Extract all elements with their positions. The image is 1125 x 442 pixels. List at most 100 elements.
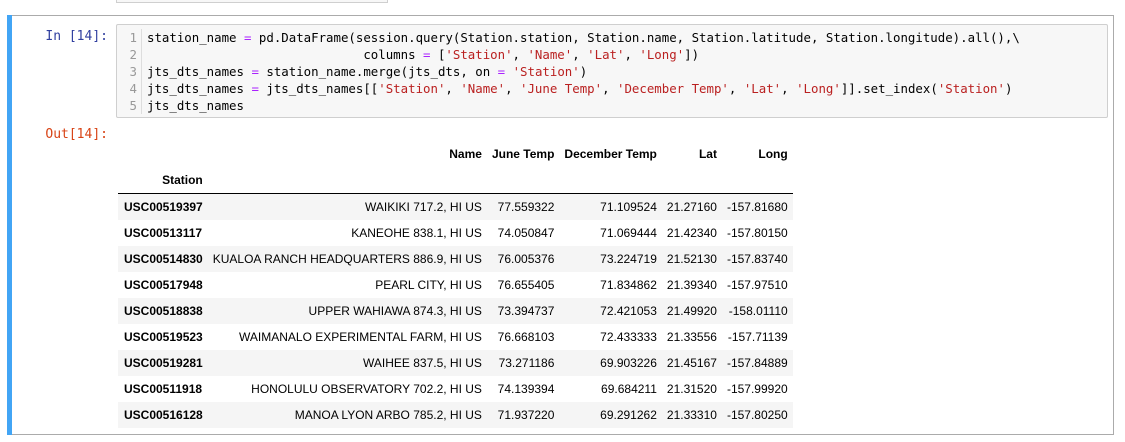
- column-header: Lat: [698, 147, 717, 161]
- table-row: USC00513117 KANEOHE 838.1, HI US 74.050847…: [118, 220, 793, 246]
- line-number: 1: [129, 30, 137, 45]
- table-cell: 72.421053: [600, 303, 657, 318]
- table-cell: 69.684211: [601, 381, 657, 396]
- table-cell: 69.291262: [600, 407, 657, 422]
- code-token: ]): [684, 47, 700, 62]
- gutter-divider: [141, 80, 142, 97]
- table-cell: PEARL CITY, HI US: [375, 277, 482, 292]
- string-token: 'Station': [378, 81, 446, 96]
- column-header: Name: [449, 147, 482, 161]
- selected-cell-indicator: [7, 15, 12, 435]
- table-row: USC00516128 MANOA LYON ARBO 785.2, HI US 7…: [118, 401, 793, 428]
- table-row: USC00519281 WAIHEE 837.5, HI US 73.271186 6…: [118, 349, 793, 376]
- code-text: station_name = pd.DataFrame(session.quer…: [147, 29, 1020, 46]
- table-cell: HONOLULU OBSERVATORY 702.2, HI US: [251, 381, 482, 396]
- column-header-row: Name June Temp December Temp Lat Long: [118, 141, 793, 167]
- code-token: pd.DataFrame(session.query(Station.stati…: [251, 30, 1020, 45]
- code-token: jts_dts_names: [147, 64, 252, 79]
- table-row: USC00514830 KUALOA RANCH HEADQUARTERS 886…: [118, 245, 793, 272]
- table-cell: -157.84889: [726, 355, 788, 370]
- code-token: ]].set_index(: [840, 81, 938, 96]
- table-cell: WAIHEE 837.5, HI US: [363, 355, 482, 370]
- code-token: ,: [572, 47, 588, 62]
- code-token: ,: [505, 81, 521, 96]
- code-line: 2 columns = ['Station', 'Name', 'Lat', '…: [117, 46, 1107, 63]
- index-name-header: Station: [118, 167, 208, 194]
- string-token: 'Lat': [587, 47, 625, 62]
- string-token: 'June Temp': [520, 81, 603, 96]
- table-cell: 21.33556: [666, 329, 717, 344]
- empty-header: [486, 167, 560, 194]
- column-header: December Temp: [564, 147, 657, 161]
- code-text: jts_dts_names: [147, 97, 244, 114]
- table-cell: 73.271186: [498, 355, 555, 370]
- previous-cell-input-edge: [116, 0, 388, 3]
- row-index: USC00517948: [124, 277, 203, 292]
- table-cell: 73.394737: [497, 303, 555, 318]
- code-token: jts_dts_names[[: [258, 81, 379, 96]
- gutter-divider: [141, 97, 142, 114]
- code-token: jts_dts_names: [147, 98, 244, 113]
- index-header-row: Station: [118, 167, 793, 194]
- row-index: USC00511918: [124, 381, 203, 396]
- code-token: columns: [147, 47, 424, 62]
- string-token: 'Lat': [743, 81, 782, 96]
- code-line: 1 station_name = pd.DataFrame(session.que…: [117, 29, 1107, 46]
- notebook-code-cell[interactable]: In [14]: 1 station_name = pd.DataFrame(se…: [7, 15, 1114, 435]
- line-number: 2: [129, 47, 137, 62]
- operator-token: =: [497, 64, 506, 79]
- string-token: 'Station': [937, 81, 1005, 96]
- column-header: June Temp: [491, 147, 555, 161]
- string-token: 'Name': [527, 47, 573, 62]
- table-cell: -157.83740: [726, 251, 788, 266]
- code-token: ): [579, 64, 588, 79]
- table-cell: 71.834862: [600, 277, 657, 292]
- code-lines: 1 station_name = pd.DataFrame(session.que…: [117, 29, 1107, 114]
- code-token: ,: [728, 81, 744, 96]
- output-area: Name June Temp December Temp Lat Long Statio…: [118, 141, 793, 428]
- table-cell: -157.80250: [726, 407, 788, 422]
- row-index: USC00514830: [124, 251, 203, 266]
- code-token: ,: [445, 81, 461, 96]
- code-token: ): [1004, 81, 1013, 96]
- string-token: 'Long': [639, 47, 685, 62]
- table-cell: 76.005376: [497, 251, 555, 266]
- code-text: columns = ['Station', 'Name', 'Lat', 'Lo…: [147, 46, 699, 63]
- table-cell: 69.903226: [600, 355, 657, 370]
- table-cell: -157.80150: [726, 225, 788, 240]
- table-cell: 21.27160: [666, 199, 717, 214]
- gutter-divider: [141, 29, 142, 46]
- code-token: jts_dts_names: [147, 81, 252, 96]
- table-cell: 21.39340: [666, 277, 717, 292]
- table-row: USC00517948 PEARL CITY, HI US 76.655405 71.…: [118, 272, 793, 298]
- row-index: USC00513117: [124, 225, 203, 240]
- code-line: 5 jts_dts_names: [117, 97, 1107, 114]
- code-text: jts_dts_names = jts_dts_names[['Station'…: [147, 80, 1012, 97]
- table-cell: WAIKIKI 717.2, HI US: [365, 199, 482, 214]
- string-token: 'Station': [512, 64, 580, 79]
- string-token: 'December Temp': [617, 81, 729, 96]
- table-cell: 21.42340: [666, 225, 717, 240]
- empty-header: [721, 167, 793, 194]
- table-cell: 21.49920: [666, 303, 717, 318]
- table-cell: -157.81680: [726, 199, 788, 214]
- row-index: USC00519281: [124, 355, 203, 370]
- row-index: USC00519523: [124, 329, 203, 344]
- code-token: ,: [624, 47, 640, 62]
- corner-header: [118, 141, 208, 167]
- line-number: 5: [129, 98, 137, 113]
- table-cell: 71.937220: [497, 407, 555, 422]
- code-line: 4 jts_dts_names = jts_dts_names[['Station…: [117, 80, 1107, 97]
- table-cell: 21.52130: [666, 251, 717, 266]
- output-prompt: Out[14]:: [45, 127, 108, 142]
- code-token: station_name: [147, 30, 244, 45]
- empty-header: [661, 167, 722, 194]
- operator-token: =: [423, 47, 431, 62]
- table-cell: UPPER WAHIAWA 874.3, HI US: [308, 303, 482, 318]
- dataframe-body: USC00519397 WAIKIKI 717.2, HI US 77.559322…: [118, 193, 793, 428]
- row-index: USC00518838: [124, 303, 203, 318]
- row-index: USC00516128: [124, 407, 203, 422]
- code-editor[interactable]: 1 station_name = pd.DataFrame(session.que…: [116, 24, 1108, 118]
- table-cell: 74.050847: [497, 225, 555, 240]
- dataframe-table: Name June Temp December Temp Lat Long Statio…: [118, 141, 793, 428]
